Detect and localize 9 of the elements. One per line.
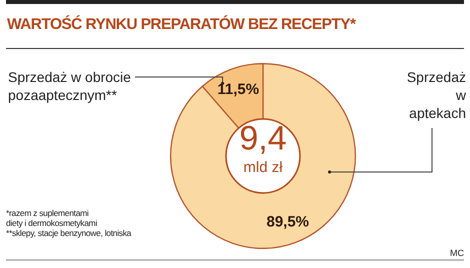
- text: **sklepy, stacje benzynowe, lotniska: [6, 228, 132, 238]
- text: MC: [450, 248, 464, 258]
- slice-label: Sprzedaż w aptekach: [406, 69, 467, 121]
- chart-title: WARTOŚĆ RYNKU PREPARATÓW BEZ RECEPTY*: [7, 16, 356, 34]
- data-label: 89,5%: [266, 213, 310, 230]
- text: 9,4 mld zł: [239, 119, 287, 176]
- data-label: 11,5%: [217, 80, 260, 98]
- slice-label: Sprzedaż w obrocie pozaaptecznym**: [8, 69, 132, 103]
- text: *razem z suplementami diety i dermokosmetykami: [6, 208, 98, 228]
